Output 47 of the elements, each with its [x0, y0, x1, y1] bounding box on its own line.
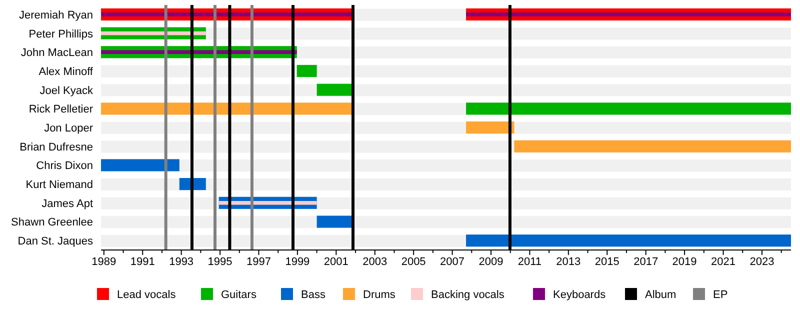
- y-tick-label: Jeremiah Ryan: [19, 9, 93, 22]
- x-tick-label: 1989: [92, 256, 116, 268]
- bar: [218, 201, 317, 205]
- x-tick-label: 2013: [556, 256, 581, 268]
- y-tick-label: Chris Dixon: [36, 160, 93, 172]
- x-tick-label: 1995: [208, 256, 232, 268]
- x-tick-label: 2001: [324, 256, 348, 268]
- bar: [101, 159, 180, 172]
- x-tick-label: 2003: [362, 256, 388, 268]
- legend-label: Bass: [301, 289, 326, 301]
- x-tick-label: 2015: [594, 256, 620, 268]
- bar: [316, 216, 353, 228]
- bar: [466, 12, 791, 16]
- y-tick-label: Kurt Niemand: [26, 179, 93, 192]
- y-tick-label: James Apt: [42, 198, 93, 210]
- y-tick-label: Shawn Greenlee: [11, 216, 93, 229]
- x-tick-label: 2017: [634, 256, 658, 268]
- bar: [296, 64, 317, 77]
- x-tick-label: 2021: [711, 256, 736, 268]
- y-tick-label: Rick Pelletier: [28, 104, 94, 116]
- x-tick-label: 1997: [246, 256, 271, 268]
- y-tick-label: John MacLean: [20, 47, 93, 60]
- bar: [101, 12, 353, 16]
- x-tick-label: 1993: [169, 256, 194, 268]
- y-tick-label: Peter Phillips: [28, 28, 94, 40]
- legend-label: Lead vocals: [117, 289, 176, 301]
- x-tick-label: 1991: [130, 256, 155, 268]
- legend-label: Backing vocals: [431, 289, 505, 301]
- legend-label: Album: [645, 289, 676, 301]
- y-tick-label: Brian Dufresne: [20, 141, 93, 154]
- bar: [316, 84, 353, 96]
- x-tick-label: 2023: [750, 256, 774, 268]
- bar: [466, 121, 514, 134]
- y-tick-label: Dan St. Jaques: [18, 236, 94, 248]
- x-tick-label: 2009: [478, 256, 504, 268]
- legend-label: Guitars: [221, 289, 257, 301]
- x-tick-label: 1999: [285, 256, 310, 268]
- legend-label: Keyboards: [553, 289, 606, 301]
- y-tick-label: Jon Loper: [44, 122, 94, 134]
- x-tick-label: 2005: [401, 256, 426, 268]
- y-tick-label: Joel Kyack: [40, 84, 94, 97]
- x-tick-label: 2011: [518, 256, 542, 268]
- legend-label: EP: [713, 289, 728, 301]
- y-tick-label: Alex Minoff: [38, 66, 94, 78]
- x-tick-label: 2019: [672, 256, 697, 268]
- x-tick-label: 2007: [440, 256, 465, 268]
- legend-label: Drums: [363, 289, 396, 301]
